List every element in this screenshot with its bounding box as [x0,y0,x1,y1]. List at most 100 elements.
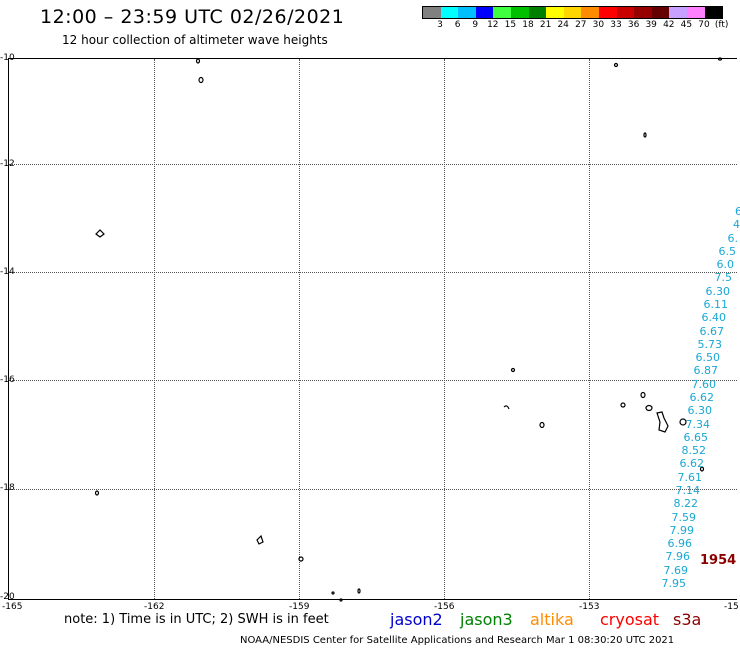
pass-time-label: 1954 [700,553,737,568]
latitude-gridline [9,380,737,381]
wave-height-value: 6.67 [699,324,725,338]
color-scale-label: 15 [504,20,517,30]
island-outline [539,421,545,429]
color-scale-label: 45 [680,20,693,30]
color-scale-swatch [546,7,564,18]
color-scale-swatch [651,7,670,18]
wave-height-value: 6 [735,205,740,218]
latitude-label: -20 [0,592,15,602]
map-plot-area [8,58,737,600]
color-scale-swatch [704,7,723,18]
color-scale-swatch [440,7,459,18]
island-outline [613,62,619,68]
color-scale-bar [422,6,724,19]
island-outline [717,57,723,61]
island-outline [503,405,510,410]
island-outline [339,598,343,602]
wave-height-value: 6.65 [683,430,709,444]
color-scale-label: 18 [522,20,534,30]
wave-height-value: 6.11 [703,298,729,311]
color-scale-swatch [458,7,476,18]
island-outline [94,490,100,496]
longitude-gridline [299,59,300,599]
map-title: 12:00 – 23:59 UTC 02/26/2021 [40,6,345,28]
note-text: note: 1) Time is in UTC; 2) SWH is in fe… [64,612,329,627]
island-outline [331,591,335,595]
wave-height-value: 7.14 [675,484,701,497]
latitude-gridline [9,272,737,273]
longitude-label: -165 [2,602,23,612]
island-outline [95,229,105,238]
island-outline [699,466,705,472]
wave-height-value: 5.73 [697,337,723,351]
color-scale-label: 9 [472,20,479,30]
latitude-gridline [9,489,737,490]
wave-height-value: 7.34 [685,417,711,431]
color-scale-labels: 3 6 9 12 15 18 21 24 27 30 33 36 39 42 45 70 (ft) [422,20,740,34]
island-outline [679,418,687,426]
color-scale-swatch [510,7,529,18]
wave-height-value: 6.62 [689,391,715,404]
longitude-gridline [589,59,590,599]
latitude-label: -12 [0,159,15,169]
wave-height-value: 7.69 [663,563,689,577]
color-scale-swatch [581,7,599,18]
wave-height-value: 8.22 [673,497,699,511]
legend-jason3: jason3 [460,610,513,629]
latitude-label: -18 [0,483,15,493]
island-outline [640,391,646,399]
color-scale-swatch [528,7,547,18]
wave-height-value: 6.5 [718,244,737,258]
island-outline [656,411,669,433]
color-scale-swatch [563,7,582,18]
latitude-gridline [9,164,737,165]
latitude-label: -16 [0,375,15,385]
color-scale-label: 42 [663,20,675,30]
island-outline [620,402,626,408]
wave-height-value: 6.30 [705,284,731,298]
longitude-label: -156 [434,602,455,612]
color-scale-label: 36 [627,20,640,30]
wave-height-value: 4 [733,218,740,232]
wave-height-value: 7.61 [677,470,703,484]
wave-height-value: 6.0 [716,258,735,272]
island-outline [198,76,204,84]
wave-height-value: 6.62 [679,457,705,471]
longitude-label: -162 [144,602,165,612]
color-scale-swatch [669,7,687,18]
color-scale-label: 3 [437,20,443,30]
footer-credit: NOAA/NESDIS Center for Satellite Applica… [240,635,675,646]
legend-altika: altika [530,610,574,629]
longitude-label: -159 [289,602,310,612]
legend-s3a: s3a [673,610,702,629]
longitude-gridline [444,59,445,599]
latitude-label: -10 [0,53,15,63]
color-scale-label: 6 [454,20,461,30]
island-outline [195,58,201,64]
wave-height-value: 6.50 [695,351,721,365]
longitude-label: -15 [724,602,739,612]
wave-height-value: 6.96 [667,537,693,551]
longitude-gridline [154,59,155,599]
wave-height-value: 6. [727,231,739,245]
color-scale-label: 27 [575,20,587,30]
wave-height-value: 7.60 [691,377,717,391]
color-scale-swatch [598,7,617,18]
color-scale-swatch [475,7,494,18]
color-scale-swatch [616,7,635,18]
color-scale-label: 21 [539,20,552,30]
island-outline [645,404,653,412]
map-subtitle: 12 hour collection of altimeter wave hei… [62,33,328,47]
wave-height-value: 6.87 [693,364,719,378]
wave-height-value: 8.52 [681,444,707,458]
wave-height-value: 6.40 [701,311,727,325]
color-scale-swatch [423,7,441,18]
color-scale-label: 30 [592,20,605,30]
color-scale-swatch [686,7,705,18]
island-outline [643,132,647,138]
color-scale-label: 24 [557,20,569,30]
island-outline [510,367,516,373]
island-outline [256,534,264,545]
island-outline [298,556,304,562]
